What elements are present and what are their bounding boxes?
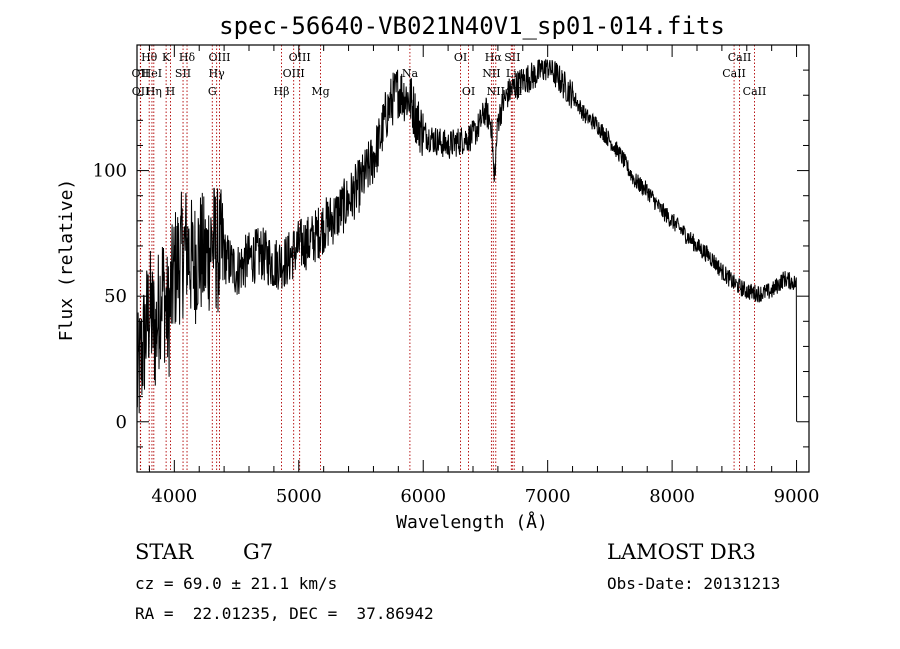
line-marker-label: Hδ xyxy=(179,51,196,64)
chart-title: spec-56640-VB021N40V1_sp01-014.fits xyxy=(219,12,725,40)
y-axis-label: Flux (relative) xyxy=(56,179,77,342)
line-marker-label: OIII xyxy=(283,67,305,80)
line-marker-label: OII xyxy=(132,85,150,98)
line-marker-label: Hη xyxy=(146,85,162,98)
line-marker-label: Hγ xyxy=(209,67,226,80)
coordinates: RA = 22.01235, DEC = 37.86942 xyxy=(135,604,434,623)
axis-ticks: 4000 5000 6000 7000 8000 9000 0 50 100 xyxy=(93,44,820,507)
x-axis-label: Wavelength (Å) xyxy=(396,511,548,533)
line-marker-label: G xyxy=(208,85,217,98)
line-marker-label: Hβ xyxy=(274,85,290,98)
line-marker-label: Na xyxy=(402,67,419,80)
line-marker-label: SII xyxy=(175,67,191,80)
subclass: G7 xyxy=(243,540,274,564)
survey-name: LAMOST DR3 xyxy=(607,540,756,564)
line-marker-label: Hα xyxy=(485,51,503,64)
x-tick-label: 6000 xyxy=(400,486,446,507)
line-marker-label: HeI xyxy=(142,67,162,80)
x-tick-label: 7000 xyxy=(525,486,571,507)
line-marker-label: NII xyxy=(487,85,505,98)
y-tick-label: 0 xyxy=(116,412,127,433)
line-marker-label: OI xyxy=(454,51,467,64)
line-marker-label: OIII xyxy=(208,51,230,64)
line-marker-label: Hθ xyxy=(141,51,158,64)
line-marker-label: Li xyxy=(506,67,517,80)
line-marker-label: H xyxy=(166,85,176,98)
redshift-text: cz = 69.0 ± 21.1 km/s xyxy=(135,574,338,593)
obs-date: Obs-Date: 20131213 xyxy=(607,574,781,593)
line-marker-label: CaII xyxy=(728,51,752,64)
x-tick-label: 4000 xyxy=(151,486,197,507)
spectrum-line xyxy=(136,58,798,422)
y-tick-label: 50 xyxy=(104,286,127,307)
line-marker-label: Mg xyxy=(311,85,329,98)
line-marker-label: SII xyxy=(504,51,520,64)
spectrum-series xyxy=(136,58,798,422)
x-tick-label: 8000 xyxy=(649,486,695,507)
line-marker-label: OIII xyxy=(289,51,311,64)
object-class: STAR xyxy=(135,540,194,564)
y-tick-label: 100 xyxy=(93,161,127,182)
x-tick-label: 5000 xyxy=(276,486,322,507)
line-marker-label: CaII xyxy=(743,85,767,98)
line-marker-label: CaII xyxy=(722,67,746,80)
line-marker-label: NII xyxy=(482,67,500,80)
x-tick-label: 9000 xyxy=(774,486,820,507)
line-marker-label: OI xyxy=(462,85,475,98)
line-marker-label: K xyxy=(162,51,171,64)
